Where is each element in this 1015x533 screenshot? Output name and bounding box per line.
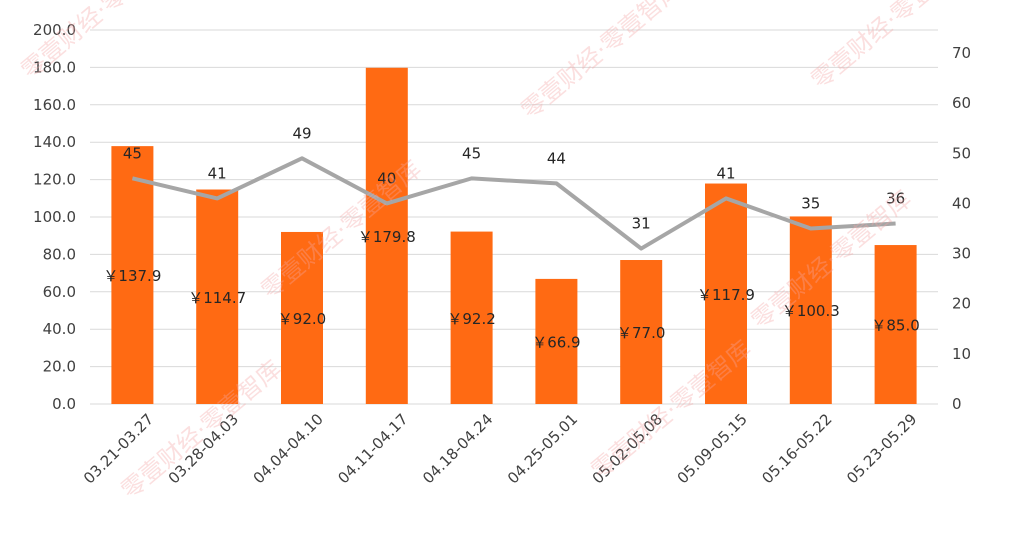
line-data-label: 45 (123, 144, 142, 162)
watermark-text: 零壹财经·零壹智库 (586, 335, 757, 485)
y-right-tick-label: 40 (952, 194, 971, 212)
line-data-label: 41 (716, 164, 735, 182)
y-left-tick-label: 80.0 (43, 245, 76, 263)
bar-data-label: ￥85.0 (871, 317, 919, 335)
bar-data-label: ￥92.0 (278, 310, 326, 328)
y-right-tick-label: 60 (952, 94, 971, 112)
y-left-tick-label: 100.0 (33, 208, 76, 226)
bar (620, 260, 663, 404)
bar-data-label: ￥179.8 (358, 228, 416, 246)
y-left-tick-label: 40.0 (43, 320, 76, 338)
x-tick-label: 05.09-05.15 (674, 410, 751, 487)
x-tick-label: 04.04-04.10 (250, 410, 327, 487)
x-tick-label: 05.16-05.22 (758, 410, 835, 487)
line-series (131, 156, 896, 251)
y-left-tick-label: 160.0 (33, 96, 76, 114)
x-tick-label: 04.25-05.01 (504, 410, 581, 487)
y-right-tick-label: 0 (952, 395, 962, 413)
line-data-label: 45 (462, 144, 481, 162)
bar-data-label: ￥92.2 (447, 310, 495, 328)
bar-data-label: ￥77.0 (617, 324, 665, 342)
bar (450, 231, 493, 404)
y-left-tick-label: 0.0 (52, 395, 76, 413)
y-left-tick-label: 180.0 (33, 58, 76, 76)
watermark-text: 零壹财经·零壹智库 (516, 0, 687, 125)
line-data-label: 31 (632, 215, 651, 233)
bar-data-label: ￥100.3 (782, 302, 840, 320)
line-data-label: 35 (801, 195, 820, 213)
bar-data-label: ￥66.9 (532, 333, 580, 351)
line-data-label: 40 (377, 169, 396, 187)
y-left-tick-label: 200.0 (33, 21, 76, 39)
bar (789, 216, 832, 404)
y-left-tick-label: 20.0 (43, 358, 76, 376)
y-right-tick-label: 30 (952, 245, 971, 263)
line-data-label: 41 (208, 164, 227, 182)
x-tick-label: 04.11-04.17 (334, 410, 411, 487)
bar-data-label: ￥117.9 (697, 286, 755, 304)
bar (365, 67, 408, 405)
bar (535, 278, 578, 404)
line-data-label: 44 (547, 149, 566, 167)
bar (705, 183, 747, 404)
x-tick-label: 05.23-05.29 (843, 410, 920, 487)
bar (281, 231, 323, 404)
y-left-tick-label: 60.0 (43, 283, 76, 301)
bar (874, 245, 917, 404)
y-right-tick-label: 70 (952, 44, 971, 62)
y-left-tick-label: 120.0 (33, 171, 76, 189)
line-data-label: 36 (886, 189, 905, 207)
y-right-tick-label: 50 (952, 144, 971, 162)
bar (111, 146, 154, 404)
y-right-tick-label: 20 (952, 295, 971, 313)
y-left-tick-label: 140.0 (33, 133, 76, 151)
line-data-label: 49 (292, 124, 311, 142)
x-tick-label: 04.18-04.24 (419, 410, 496, 487)
bar-data-label: ￥114.7 (188, 289, 246, 307)
bar (196, 189, 239, 404)
watermark-text: 零壹财经·零壹智库 (16, 0, 187, 85)
bar-data-label: ￥137.9 (103, 267, 161, 285)
y-right-tick-label: 10 (952, 345, 971, 363)
